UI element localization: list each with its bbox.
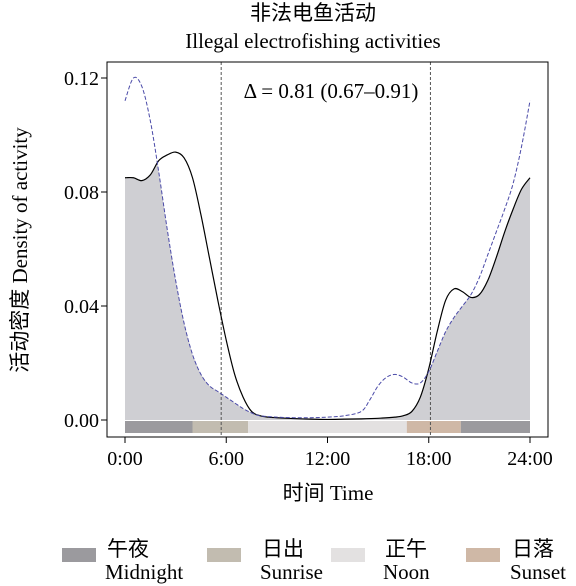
legend-label-en: Sunrise bbox=[260, 560, 323, 584]
density-chart: 非法电鱼活动 Illegal electrofishing activities… bbox=[8, 1, 553, 505]
overlap-area bbox=[125, 163, 530, 421]
time-bar-segment-2 bbox=[248, 421, 407, 433]
plot-area: 0.00 0.04 0.08 0.12 0:00 6:00 12:00 18:00 24:00 bbox=[64, 61, 553, 470]
x-tick-label: 0:00 bbox=[107, 448, 143, 470]
chart-title: 非法电鱼活动 bbox=[250, 1, 376, 25]
overlap-annotation: Δ = 0.81 (0.67–0.91) bbox=[244, 79, 419, 103]
chart-subtitle: Illegal electrofishing activities bbox=[185, 29, 440, 53]
time-bar-segment-4 bbox=[460, 421, 530, 433]
x-tick-label: 12:00 bbox=[305, 448, 351, 470]
x-axis-label: 时间 Time bbox=[283, 481, 374, 505]
legend-label-zh: 日落 bbox=[512, 537, 554, 561]
time-bar-segment-3 bbox=[406, 421, 461, 433]
legend-swatch bbox=[331, 548, 365, 562]
time-bar-segment-0 bbox=[125, 421, 193, 433]
legend-label-zh: 正午 bbox=[385, 537, 427, 561]
x-tick-label: 18:00 bbox=[406, 448, 452, 470]
time-bar-segment-1 bbox=[192, 421, 249, 433]
y-tick-label: 0.04 bbox=[64, 296, 99, 318]
y-tick-label: 0.12 bbox=[64, 68, 99, 90]
legend: 午夜 Midnight 日出 Sunrise 正午 Noon 日落 Sunset bbox=[0, 530, 576, 586]
x-tick-label: 24:00 bbox=[507, 448, 553, 470]
legend-label-en: Sunset bbox=[510, 560, 567, 584]
density-curve-dashed bbox=[124, 76, 531, 419]
density-curve-solid bbox=[124, 151, 531, 421]
y-tick-label: 0.08 bbox=[64, 182, 99, 204]
legend-label-en: Midnight bbox=[105, 560, 184, 584]
legend-swatch bbox=[62, 548, 96, 562]
x-tick-label: 6:00 bbox=[208, 448, 244, 470]
y-tick-label: 0.00 bbox=[64, 410, 99, 432]
legend-label-zh: 日出 bbox=[262, 537, 304, 561]
legend-swatch bbox=[207, 548, 241, 562]
legend-label-zh: 午夜 bbox=[107, 537, 149, 561]
legend-label-en: Noon bbox=[383, 560, 430, 584]
y-axis-label: 活动密度 Density of activity bbox=[8, 127, 32, 373]
legend-swatch bbox=[466, 548, 500, 562]
